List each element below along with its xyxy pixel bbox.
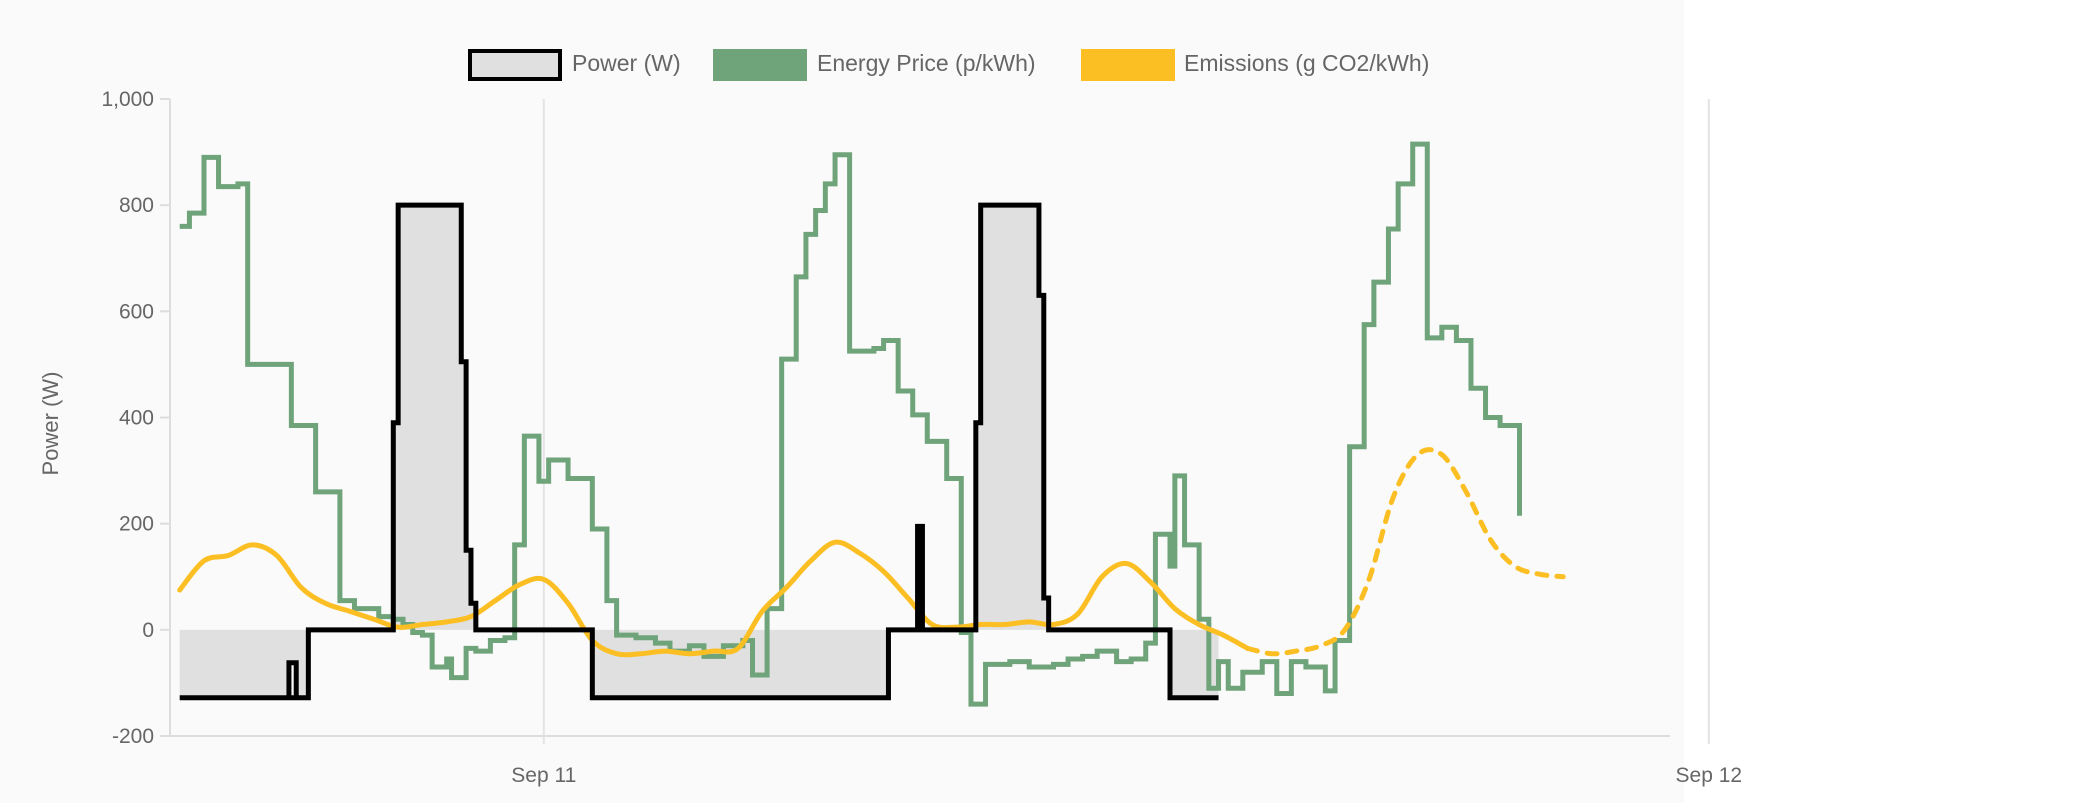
y-tick-label: 0	[142, 619, 154, 642]
y-tick-label: 200	[119, 513, 154, 536]
power-area	[179, 205, 1219, 698]
x-tick-label: Sep 12	[1676, 764, 1743, 787]
grid-layer	[542, 99, 1710, 744]
y-tick-label: 600	[119, 300, 154, 323]
power-line[interactable]	[179, 202, 1219, 701]
y-axis-title: Power (W)	[38, 372, 63, 476]
y-tick-label: 800	[119, 194, 154, 217]
y-tick-label: 1,000	[101, 88, 154, 111]
x-tick-label: Sep 11	[511, 764, 576, 787]
emissions-forecast-line[interactable]	[1245, 447, 1566, 657]
legend-power-swatch[interactable]	[468, 49, 562, 81]
legend-emissions-swatch[interactable]	[1081, 49, 1175, 81]
energy-price-line[interactable]	[179, 141, 1523, 707]
legend-power-label[interactable]: Power (W)	[572, 50, 681, 76]
emissions-line[interactable]	[177, 539, 1251, 658]
y-tick-label: -200	[112, 725, 154, 748]
series-layer	[177, 141, 1566, 707]
legend-energy-price-label[interactable]: Energy Price (p/kWh)	[817, 50, 1036, 76]
y-tick-label: 400	[119, 407, 154, 430]
legend-layer: Power (W) Energy Price (p/kWh) Emissions…	[468, 49, 1429, 81]
legend-emissions-label[interactable]: Emissions (g CO2/kWh)	[1184, 50, 1429, 76]
legend-energy-price-swatch[interactable]	[713, 49, 807, 81]
